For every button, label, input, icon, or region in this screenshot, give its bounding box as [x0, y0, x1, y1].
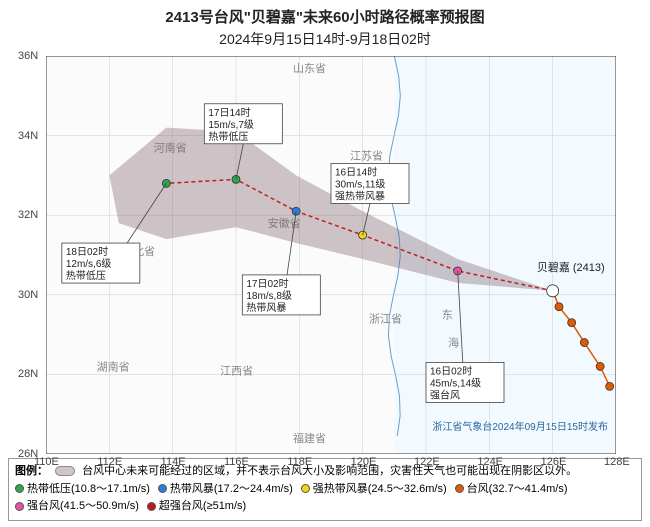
province-label: 福建省	[293, 431, 326, 445]
x-axis-label: 114E	[161, 456, 186, 468]
legend-label: 超强台风(≥51m/s)	[159, 500, 246, 512]
province-label: 东	[442, 309, 453, 322]
track-point	[232, 175, 240, 183]
y-axis-label: 26N	[18, 448, 38, 460]
legend-label: 强热带风暴(24.5～32.6m/s)	[313, 483, 447, 495]
track-point	[606, 382, 614, 390]
x-axis-label: 116E	[224, 456, 249, 468]
callout-text: 强台风	[430, 388, 460, 401]
province-label: 江苏省	[350, 149, 383, 162]
track-point	[596, 362, 604, 370]
callout-text: 16日02时	[430, 365, 472, 377]
callout-text: 12m/s,6级	[66, 258, 112, 270]
legend-label: 热带低压(10.8～17.1m/s)	[27, 483, 150, 495]
legend-item: 热带低压(10.8～17.1m/s)	[15, 481, 150, 499]
legend-dot	[158, 484, 167, 493]
typhoon-name-label: 贝碧嘉 (2413)	[537, 260, 605, 274]
legend-label: 强台风(41.5～50.9m/s)	[27, 500, 139, 512]
x-axis-label: 112E	[97, 456, 122, 468]
province-label: 浙江省	[369, 313, 402, 326]
legend-item: 超强台风(≥51m/s)	[147, 498, 246, 516]
y-axis-label: 34N	[18, 130, 38, 142]
callout-text: 热带低压	[208, 130, 248, 143]
track-point	[580, 339, 588, 347]
legend-dot	[455, 484, 464, 493]
callout-text: 16日14时	[335, 166, 377, 178]
legend-label: 台风(32.7～41.4m/s)	[467, 483, 568, 495]
province-label: 山东省	[293, 62, 326, 75]
callout-text: 15m/s,7级	[208, 119, 254, 131]
legend-dot	[15, 502, 24, 511]
chart-title: 2413号台风"贝碧嘉"未来60小时路径概率预报图	[0, 6, 650, 27]
legend-dot	[15, 484, 24, 493]
x-axis-label: 118E	[287, 456, 312, 468]
callout-text: 18m/s,8级	[246, 290, 292, 302]
legend-dot	[147, 502, 156, 511]
province-label: 湖南省	[97, 360, 130, 373]
province-label: 江西省	[220, 364, 253, 377]
callout-text: 热带低压	[66, 269, 106, 282]
callout-text: 30m/s,11级	[335, 178, 385, 190]
x-axis-label: 122E	[414, 456, 440, 468]
x-axis-label: 120E	[351, 456, 377, 468]
legend-item: 台风(32.7～41.4m/s)	[455, 481, 568, 499]
source-credit: 浙江省气象台2024年09月15日15时发布	[432, 420, 608, 433]
typhoon-track-chart: 山东省河南省江苏省安徽省湖北省浙江省湖南省江西省福建省东海贝碧嘉 (2413)1…	[46, 56, 616, 454]
chart-subtitle: 2024年9月15日14时-9月18日02时	[0, 29, 650, 49]
title-block: 2413号台风"贝碧嘉"未来60小时路径概率预报图 2024年9月15日14时-…	[0, 0, 650, 51]
legend-item: 强热带风暴(24.5～32.6m/s)	[301, 481, 447, 499]
callout-text: 强热带风暴	[335, 189, 385, 202]
x-axis-label: 126E	[541, 456, 567, 468]
callout-text: 17日14时	[208, 107, 250, 119]
x-axis-label: 128E	[604, 456, 630, 468]
legend-dot	[301, 484, 310, 493]
callout-text: 热带风暴	[246, 301, 286, 314]
track-point	[555, 303, 563, 311]
track-point	[162, 179, 170, 187]
legend-label: 热带风暴(17.2～24.4m/s)	[170, 483, 293, 495]
y-axis-label: 28N	[18, 368, 38, 380]
callout-text: 45m/s,14级	[430, 377, 481, 389]
y-axis-label: 32N	[18, 209, 38, 221]
province-label: 海	[448, 336, 459, 350]
x-axis-label: 124E	[477, 456, 503, 468]
callout-text: 17日02时	[246, 278, 288, 290]
y-axis-label: 30N	[18, 289, 38, 301]
track-point	[547, 285, 559, 297]
callout-text: 18日02时	[66, 246, 108, 258]
legend-row2: 热带低压(10.8～17.1m/s) 热带风暴(17.2～24.4m/s) 强热带风…	[15, 481, 635, 516]
y-axis-label: 36N	[18, 50, 38, 62]
legend-item: 热带风暴(17.2～24.4m/s)	[158, 481, 293, 499]
legend-item: 强台风(41.5～50.9m/s)	[15, 498, 139, 516]
track-point	[568, 319, 576, 327]
